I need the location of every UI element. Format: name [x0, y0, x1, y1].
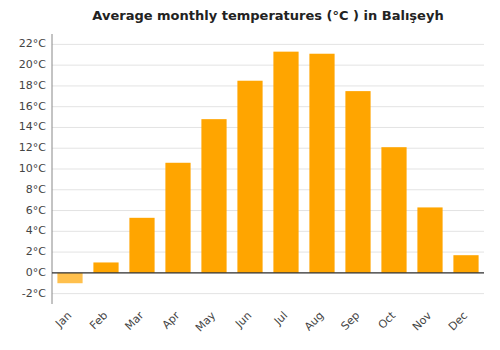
y-tick-label: 0°C — [26, 266, 46, 279]
y-tick-label: 14°C — [19, 120, 46, 133]
y-tick-label: 12°C — [19, 141, 46, 154]
grid-line — [52, 272, 484, 273]
x-tick-label: Aug — [302, 309, 326, 333]
y-tick-label: 4°C — [26, 224, 46, 237]
bar — [453, 255, 478, 273]
y-tick-labels: -2°C 0°C 2°C 4°C 6°C 8°C 10°C 12°C 14°C 16°C 18°C 2… — [19, 37, 46, 299]
bar — [309, 54, 334, 273]
x-tick-label: Apr — [160, 309, 183, 332]
y-tick-label: 18°C — [19, 79, 46, 92]
bar — [417, 207, 442, 272]
x-tick-label: Feb — [87, 309, 110, 332]
baseline — [52, 272, 484, 273]
grid — [52, 44, 484, 293]
grid-line — [52, 169, 484, 170]
bars — [57, 52, 478, 284]
bar — [57, 273, 82, 283]
y-tick-label: 10°C — [19, 162, 46, 175]
bar — [237, 81, 262, 273]
x-tick-label: Mar — [122, 309, 146, 333]
y-tick-label: 16°C — [19, 100, 46, 113]
y-tick-label: 8°C — [26, 183, 46, 196]
grid-line — [52, 65, 484, 66]
grid-line — [52, 127, 484, 128]
x-tick-label: Sep — [338, 309, 362, 333]
y-tick-label: 2°C — [26, 245, 46, 258]
y-tick-label: 22°C — [19, 37, 46, 50]
bar — [345, 91, 370, 273]
x-tick-labels: Jan Feb Mar Apr May Jun Jul Aug Sep Oct Nov Dec — [52, 309, 470, 335]
bar — [381, 147, 406, 273]
x-tick-label: Jul — [271, 309, 290, 328]
chart-container: Average monthly temperatures (°C ) in Ba… — [0, 0, 500, 350]
bar — [165, 163, 190, 273]
x-tick-label: Jun — [232, 309, 254, 331]
bar — [273, 52, 298, 273]
bar — [129, 218, 154, 273]
grid-line — [52, 106, 484, 107]
y-tick-label: -2°C — [22, 287, 46, 300]
y-axis-line — [52, 34, 53, 304]
y-tick-label: 20°C — [19, 58, 46, 71]
title: Average monthly temperatures (°C ) in Ba… — [92, 8, 443, 23]
chart: Average monthly temperatures (°C ) in Ba… — [0, 0, 500, 350]
x-tick-label: Nov — [410, 309, 435, 334]
grid-line — [52, 189, 484, 190]
grid-line — [52, 148, 484, 149]
y-tick-label: 6°C — [26, 204, 46, 217]
grid-line — [52, 85, 484, 86]
x-tick-label: May — [193, 309, 219, 335]
bar — [201, 119, 226, 273]
x-tick-label: Dec — [446, 309, 470, 333]
bar — [93, 262, 118, 272]
grid-line — [52, 293, 484, 294]
grid-line — [52, 44, 484, 45]
x-tick-label: Jan — [52, 309, 74, 331]
x-tick-label: Oct — [376, 309, 399, 332]
